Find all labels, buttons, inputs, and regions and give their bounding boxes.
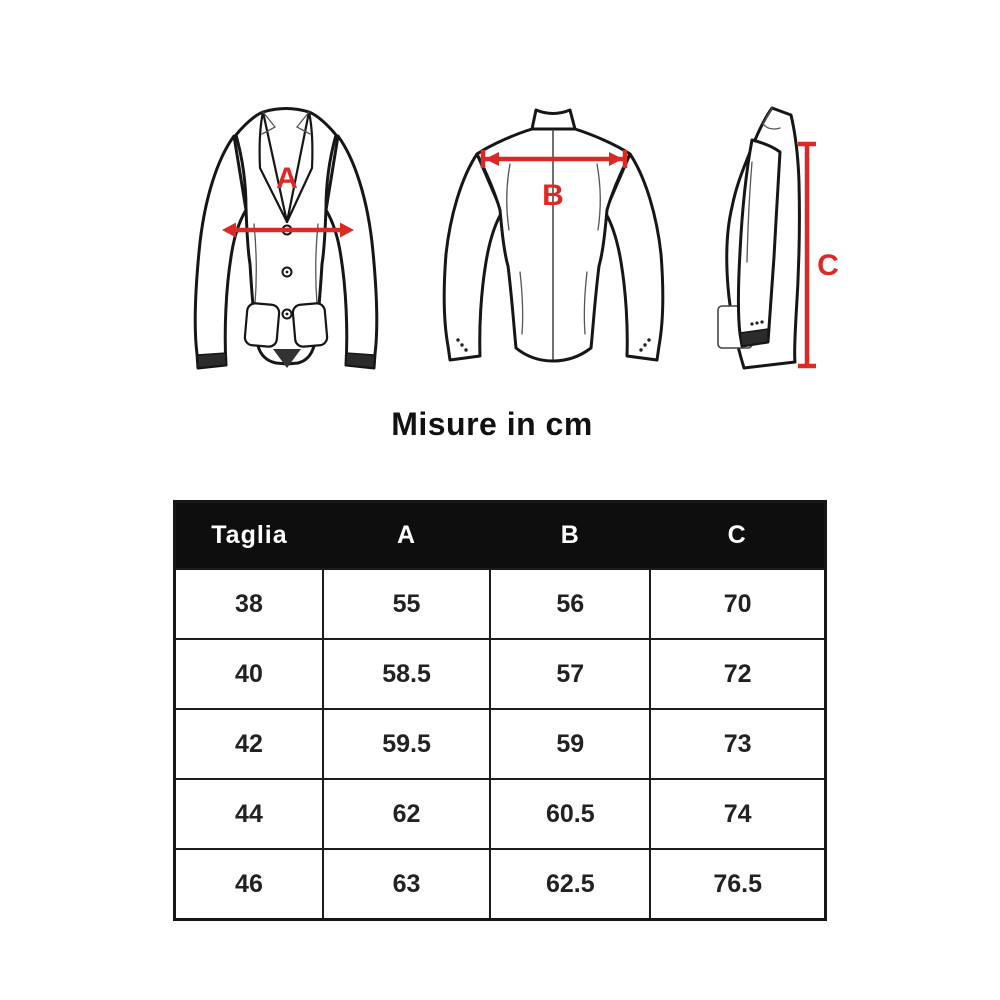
jacket-back-right-fold <box>596 163 601 231</box>
size-table-row: 38 55 56 70 <box>173 568 827 640</box>
jacket-back-right-wrinkle <box>583 271 588 335</box>
cell-size: 40 <box>173 638 324 710</box>
measure-line-c <box>798 141 816 369</box>
jacket-side-cuff-buttons <box>750 320 764 326</box>
jacket-front-left-sleeve <box>193 134 248 370</box>
size-table-row: 42 59.5 59 73 <box>173 708 827 780</box>
cell-b: 56 <box>489 568 652 640</box>
jacket-back-cuff-buttons <box>456 338 651 352</box>
jacket-front-right-sleeve <box>324 134 379 370</box>
jacket-front-right-notch <box>296 111 311 135</box>
cell-c: 74 <box>649 778 827 850</box>
jacket-front-left-pocket <box>243 302 281 348</box>
measure-label-c: C <box>817 249 839 282</box>
jacket-back-right-sleeve <box>603 152 665 362</box>
size-table-container: Taglia A B C 38 55 56 70 40 58.5 57 72 <box>173 500 827 921</box>
cell-b: 59 <box>489 708 652 780</box>
measure-arrow-b <box>480 150 628 168</box>
header-taglia: Taglia <box>174 501 323 569</box>
size-chart-title: Misure in cm <box>391 406 593 442</box>
jacket-side-sleeve-fold <box>746 161 753 263</box>
jacket-back-left-fold <box>506 163 511 231</box>
jacket-back-collar <box>530 108 577 131</box>
measure-label-a: A <box>276 162 298 195</box>
jacket-back-left-sleeve <box>442 152 504 362</box>
size-table-row: 40 58.5 57 72 <box>173 638 827 710</box>
size-table-row: 44 62 60.5 74 <box>173 778 827 850</box>
cell-a: 59.5 <box>321 708 492 780</box>
size-table-row: 46 63 62.5 76.5 <box>173 848 827 921</box>
measure-label-b: B <box>542 179 564 212</box>
jacket-side-sleeve <box>737 138 782 348</box>
cell-c: 73 <box>649 708 827 780</box>
cell-size: 42 <box>173 708 324 780</box>
jacket-front-right-pocket <box>291 302 329 348</box>
cell-size: 44 <box>173 778 324 850</box>
cell-c: 72 <box>649 638 827 710</box>
jacket-front-left-lapel <box>258 110 289 224</box>
cell-b: 60.5 <box>489 778 652 850</box>
cell-c: 70 <box>649 568 827 640</box>
header-b: B <box>490 501 651 569</box>
jacket-side-diagram: C <box>717 106 839 370</box>
jacket-front-right-cuff <box>345 352 376 369</box>
jacket-front-left-cuff <box>196 352 227 369</box>
header-c: C <box>650 501 826 569</box>
header-a: A <box>322 501 491 569</box>
jacket-back-left-wrinkle <box>519 271 524 335</box>
measure-arrow-a <box>222 222 354 238</box>
cell-a: 55 <box>321 568 492 640</box>
jacket-front-right-lapel <box>285 110 314 224</box>
cell-a: 63 <box>321 848 492 921</box>
jacket-front-diagram: A <box>193 107 379 370</box>
jacket-front-hem-gap <box>273 349 301 368</box>
cell-b: 62.5 <box>489 848 652 921</box>
size-table-header-row: Taglia A B C <box>174 501 826 569</box>
cell-size: 38 <box>173 568 324 640</box>
jacket-side-collar-line <box>762 107 781 130</box>
cell-c: 76.5 <box>649 848 827 921</box>
jacket-front-left-notch <box>261 111 276 135</box>
cell-size: 46 <box>173 848 324 921</box>
jacket-back-diagram: B <box>442 108 665 363</box>
cell-a: 62 <box>321 778 492 850</box>
cell-a: 58.5 <box>321 638 492 710</box>
jacket-side-cuff <box>739 328 769 347</box>
cell-b: 57 <box>489 638 652 710</box>
size-table: Taglia A B C 38 55 56 70 40 58.5 57 72 <box>173 500 827 921</box>
